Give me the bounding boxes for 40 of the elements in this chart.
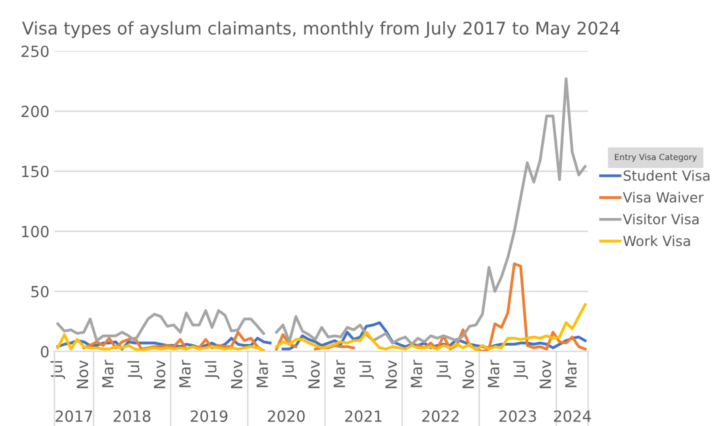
y-tick-label: 100 bbox=[22, 226, 49, 238]
x-tick-label: Jul bbox=[128, 361, 142, 380]
x-tick-label: Nov bbox=[231, 360, 242, 388]
x-tick-label: Nov bbox=[386, 360, 397, 388]
y-tick-label: 250 bbox=[22, 46, 49, 58]
x-tick-label: Nov bbox=[308, 360, 320, 388]
chart-title: Visa types of ayslum claimants, monthly from July 2017 to May 2024 bbox=[22, 21, 620, 38]
y-tick-label: 200 bbox=[22, 106, 49, 118]
legend-label: Student Visa bbox=[624, 170, 710, 181]
x-tick-label: Mar bbox=[565, 360, 577, 388]
text: 2019 bbox=[190, 410, 228, 422]
x-tick-label: Jul bbox=[513, 361, 528, 380]
x-tick-label: Jul bbox=[359, 361, 374, 380]
x-tick-label: Jul bbox=[204, 361, 220, 380]
y-tick-label: 50 bbox=[31, 286, 49, 298]
y-tick-label: 0 bbox=[40, 346, 49, 358]
legend-label: Visitor Visa bbox=[622, 214, 699, 224]
x-tick-label: Mar bbox=[179, 360, 191, 388]
x-tick-label: Mar bbox=[488, 360, 500, 388]
x-tick-label: Mar bbox=[102, 360, 114, 388]
legend-title: Entry Visa Category bbox=[615, 154, 697, 162]
x-tick-label: Jul bbox=[282, 361, 297, 380]
text: 2021 bbox=[345, 410, 382, 422]
x-tick-label: Mar bbox=[256, 360, 268, 388]
x-tick-label: Nov bbox=[462, 360, 474, 388]
text: 2023 bbox=[499, 410, 536, 422]
text: 2024 bbox=[554, 410, 591, 422]
text: 2022 bbox=[422, 410, 459, 422]
x-tick-label: Mar bbox=[334, 360, 346, 388]
x-tick-label: Mar bbox=[410, 360, 422, 388]
x-tick-label: Jul bbox=[436, 361, 451, 380]
text: 2018 bbox=[114, 410, 150, 422]
legend-label: Work Visa bbox=[623, 235, 690, 246]
y-tick-label: 150 bbox=[22, 166, 49, 178]
x-tick-label: Nov bbox=[76, 360, 88, 388]
x-tick-label: Nov bbox=[154, 360, 166, 388]
text: 2020 bbox=[268, 410, 305, 422]
legend-label: Visa Waiver bbox=[622, 192, 704, 203]
x-tick-label: Nov bbox=[540, 360, 552, 388]
text: 2017 bbox=[56, 410, 92, 422]
